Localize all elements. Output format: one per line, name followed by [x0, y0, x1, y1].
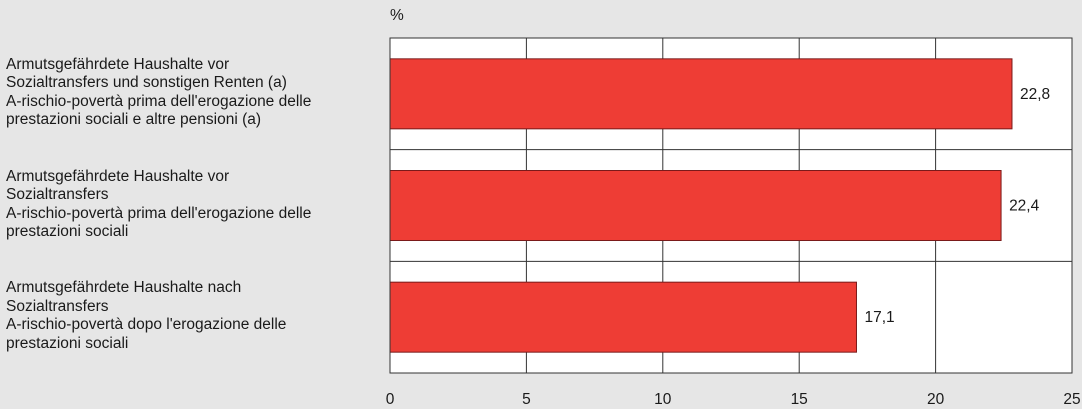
bar-2 — [389, 281, 857, 353]
value-label-2: 17,1 — [864, 309, 894, 326]
bar-1 — [389, 170, 1002, 241]
unit-label: % — [390, 7, 404, 24]
x-tick-label-4: 20 — [927, 391, 945, 408]
value-label-0: 22,8 — [1020, 86, 1050, 103]
x-tick-label-1: 5 — [522, 391, 531, 408]
plot-frame — [389, 37, 1073, 374]
x-tick-label-3: 15 — [791, 391, 808, 408]
x-tick-label-2: 10 — [654, 391, 672, 408]
category-label-1: Armutsgefährdete Haushalte vor Sozialtra… — [6, 167, 312, 240]
value-label-1: 22,4 — [1009, 198, 1040, 215]
category-label-0: Armutsgefährdete Haushalte vor Sozialtra… — [6, 56, 312, 129]
category-label-2: Armutsgefährdete Haushalte nach Sozialtr… — [6, 279, 287, 352]
bar-0 — [389, 58, 1013, 130]
x-tick-label-0: 0 — [386, 391, 395, 408]
x-tick-label-5: 25 — [1063, 391, 1080, 408]
